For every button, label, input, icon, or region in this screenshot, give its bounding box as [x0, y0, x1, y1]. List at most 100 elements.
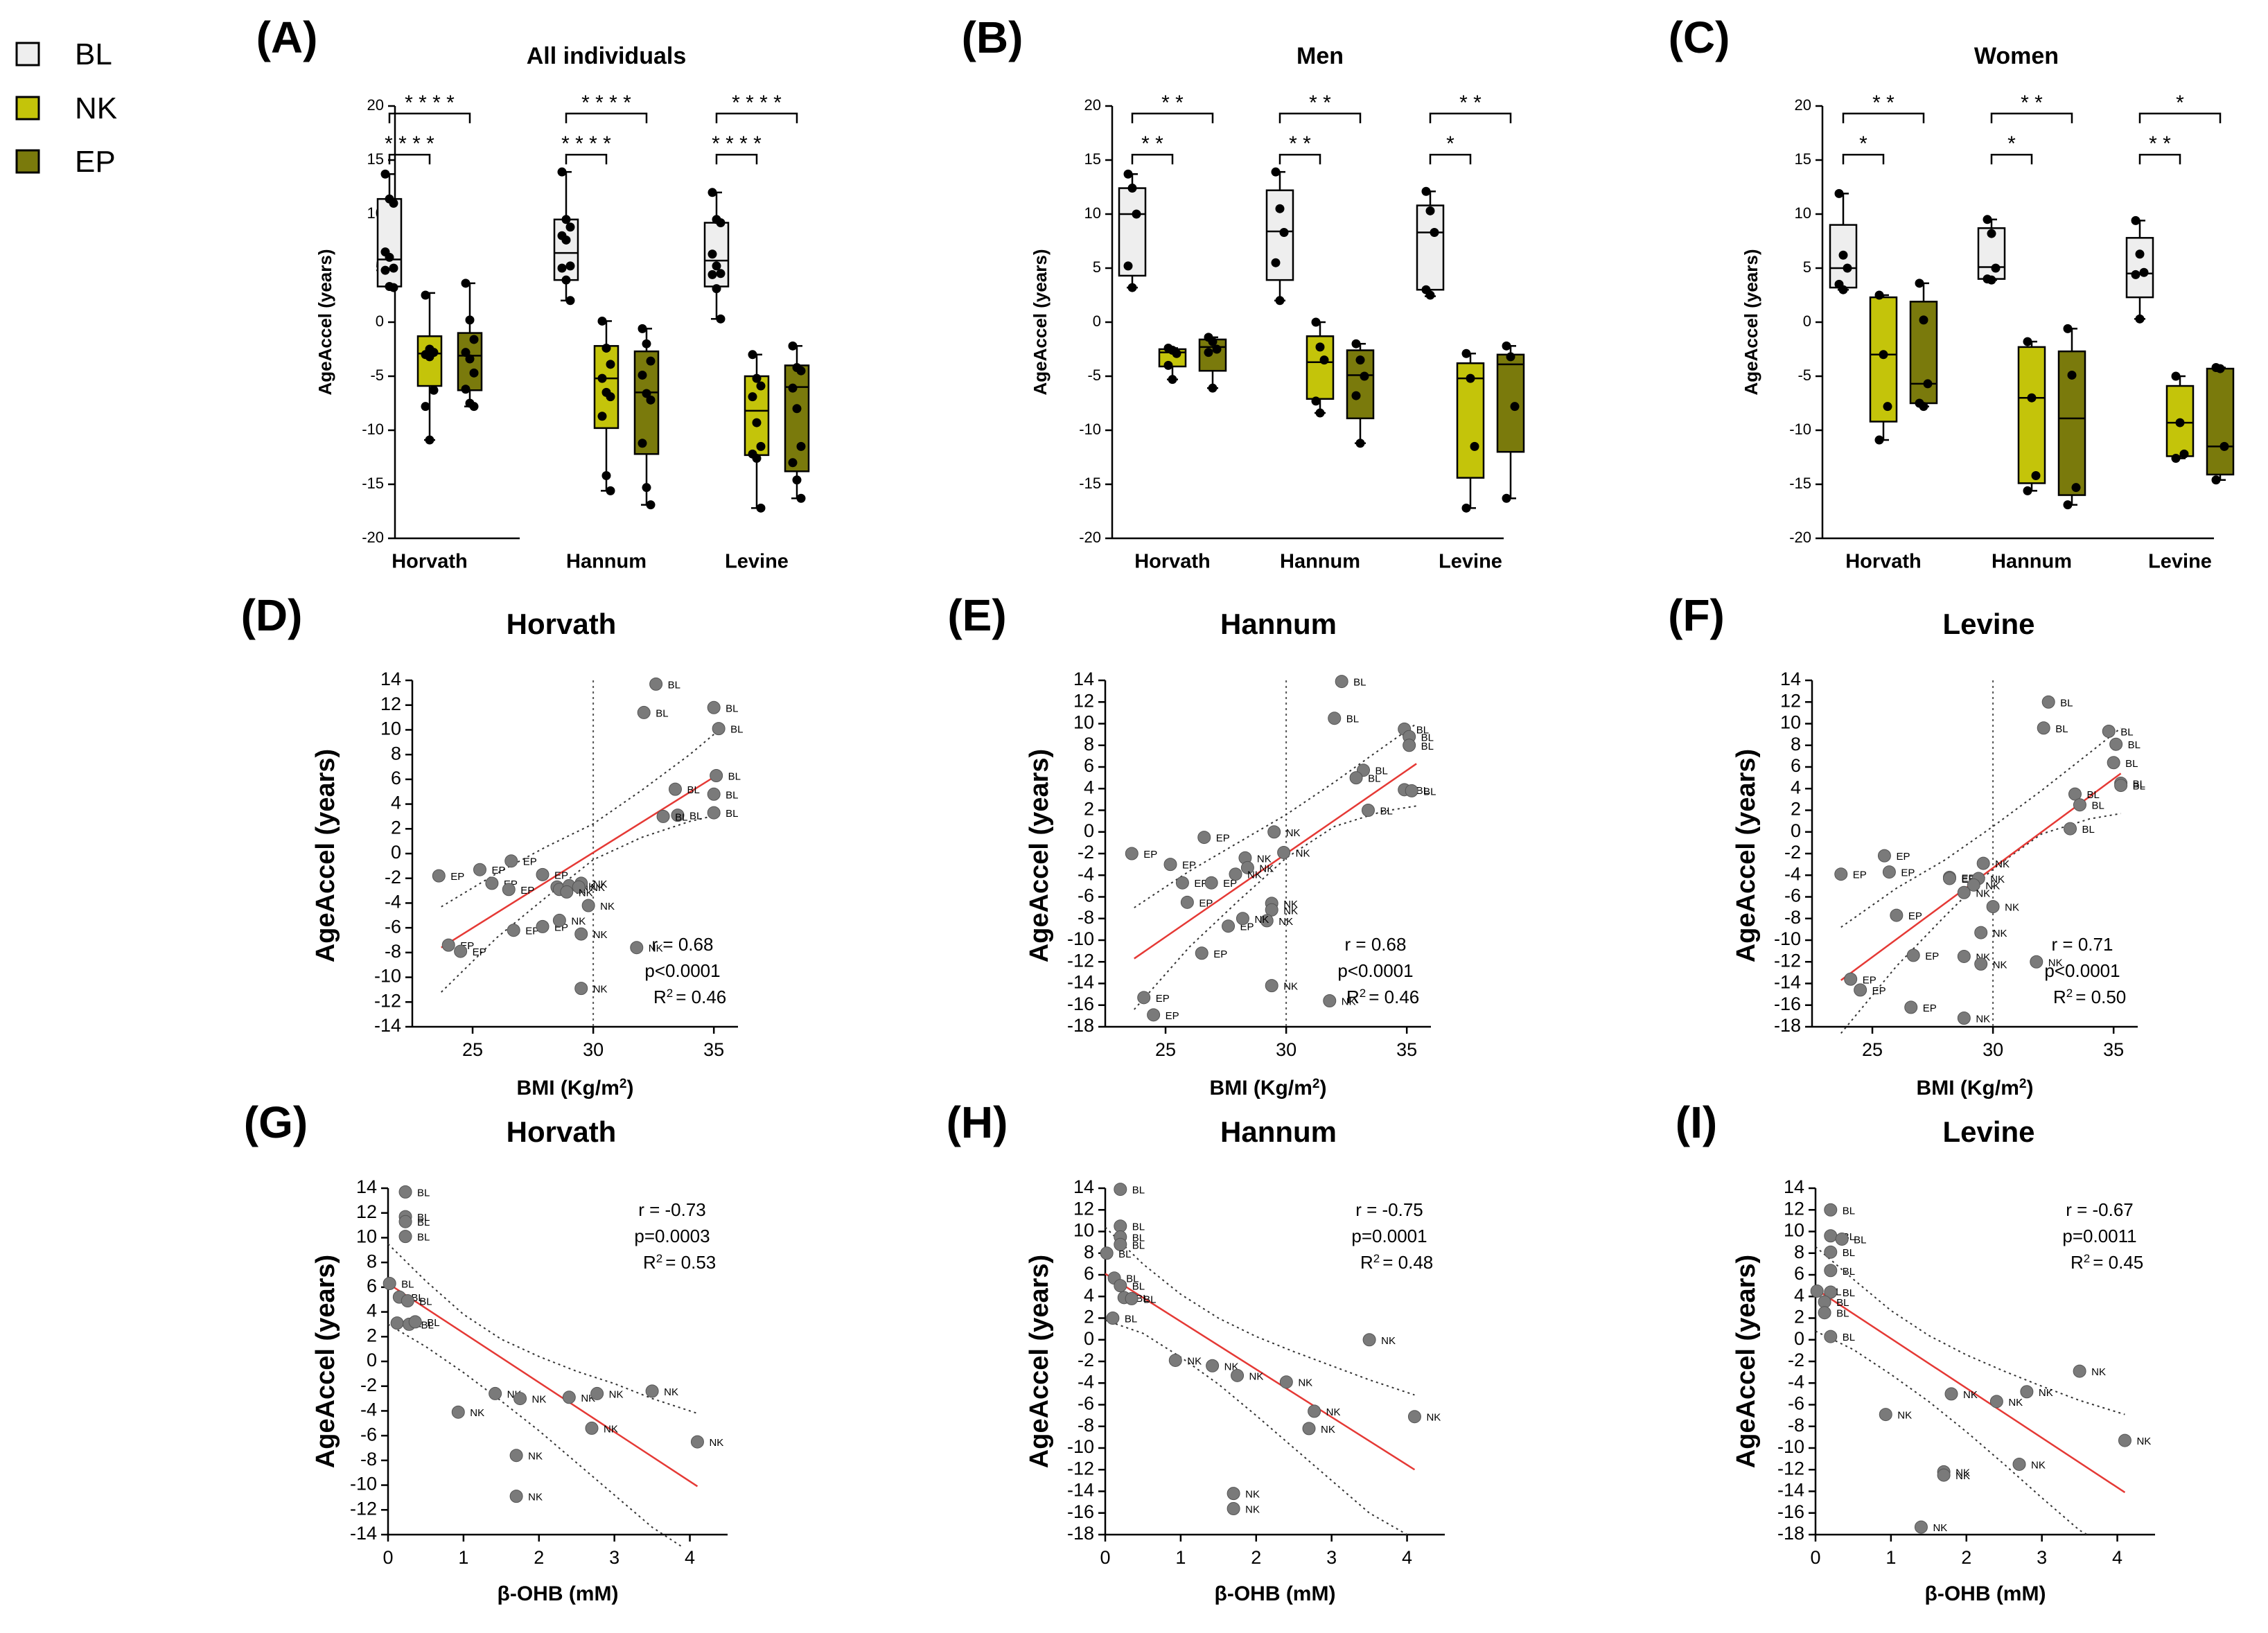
data-point: [389, 283, 398, 292]
scatter-point: [507, 924, 520, 937]
scatter-point: [2102, 724, 2116, 738]
scatter-point: [408, 1315, 422, 1329]
scatter-point: [451, 1405, 465, 1419]
scatter-point: [1125, 847, 1139, 860]
y-tick-label: 0: [367, 1350, 377, 1370]
point-label: BL: [1353, 677, 1366, 689]
y-axis-label: AgeAccel (years): [1025, 1255, 1054, 1468]
scatter-point: [1204, 876, 1218, 890]
data-point: [565, 222, 575, 232]
data-point: [1425, 206, 1435, 215]
data-point: [565, 296, 575, 306]
y-tick-label: -6: [1788, 1393, 1804, 1414]
data-point: [1168, 375, 1177, 385]
x-tick-label: 0: [1810, 1547, 1820, 1568]
y-tick-label: 8: [367, 1251, 377, 1271]
panel-i: (I) Levine AgeAccel (years) -18-16-14-12-10…: [1676, 1097, 2155, 1605]
y-tick-label: -14: [1777, 1480, 1804, 1501]
y-tick-label: 12: [1073, 1198, 1094, 1219]
box-body: [1416, 204, 1445, 291]
point-label: NK: [1995, 858, 2010, 870]
data-point: [752, 373, 762, 383]
y-tick-label: -14: [1774, 972, 1801, 993]
point-ep: EP: [1175, 876, 1208, 890]
significance-label: *: [2007, 132, 2016, 155]
panel-label: (H): [947, 1097, 1008, 1147]
scatter-point: [1844, 972, 1858, 986]
x-axis-label: BMI (Kg/m2): [1917, 1077, 2034, 1100]
point-label: NK: [571, 915, 586, 927]
point-label: BL: [1416, 785, 1429, 797]
point-nk: NK: [509, 1490, 543, 1503]
significance-label: * *: [1459, 91, 1482, 114]
point-nk: NK: [1231, 1368, 1263, 1382]
significance-bracket: [1278, 112, 1362, 123]
panel-label: (A): [256, 12, 318, 62]
y-tick-label: 4: [367, 1300, 377, 1321]
point-label: BL: [421, 1319, 433, 1331]
y-tick-label: 10: [1073, 712, 1094, 733]
point-nk: NK: [1308, 1404, 1340, 1418]
point-label: NK: [470, 1407, 484, 1419]
point-ep: EP: [1854, 983, 1886, 997]
scatter-point: [574, 982, 588, 996]
x-tick-label: 3: [609, 1547, 619, 1568]
point-label: BL: [687, 784, 699, 796]
data-point: [646, 500, 656, 510]
point-label: NK: [609, 1388, 624, 1400]
data-point: [601, 471, 611, 481]
box-ep-levine: [1496, 341, 1525, 503]
x-tick-label: 0: [383, 1547, 393, 1568]
data-point: [716, 269, 726, 279]
point-label: NK: [1933, 1522, 1947, 1534]
stat-r2: R2 = 0.53: [643, 1252, 716, 1273]
point-label: BL: [1423, 786, 1436, 797]
box-bl-hannum: [1265, 167, 1294, 306]
data-point: [1123, 169, 1133, 179]
point-label: NK: [2039, 1387, 2053, 1399]
point-nk: NK: [1362, 1333, 1396, 1347]
box-ep-levine: [2206, 363, 2235, 485]
x-tick-label: 35: [2103, 1039, 2124, 1060]
box-nk-levine: [744, 350, 770, 513]
point-label: NK: [1985, 880, 2000, 892]
scatter-point: [630, 941, 644, 955]
data-point: [788, 341, 798, 351]
significance-bracket: [1990, 112, 2073, 123]
scatter-point: [671, 809, 685, 822]
scatter-point: [1227, 1502, 1240, 1515]
legend-swatch-bl: [15, 42, 40, 67]
y-tick-label: 0: [1084, 1328, 1094, 1349]
point-label: BL: [1375, 766, 1388, 777]
box-nk-horvath: [1158, 343, 1187, 385]
data-point: [638, 324, 647, 333]
point-label: NK: [2008, 1397, 2023, 1409]
chart-title: All individuals: [527, 43, 686, 69]
point-nk: NK: [1879, 1408, 1912, 1422]
point-nk: NK: [690, 1435, 723, 1449]
point-nk: NK: [1976, 856, 2010, 870]
point-label: EP: [1872, 985, 1886, 997]
x-tick-label: 25: [462, 1039, 483, 1060]
point-label: NK: [579, 887, 593, 899]
x-tick-label: 2: [1251, 1547, 1261, 1568]
point-bl: BL: [1114, 1237, 1145, 1251]
box-bl-levine: [703, 188, 730, 324]
scatter-point: [1114, 1237, 1127, 1251]
point-label: EP: [520, 885, 534, 897]
point-nk: NK: [552, 913, 586, 927]
data-point: [469, 368, 479, 378]
scatter-point: [1335, 675, 1348, 689]
point-label: NK: [1296, 847, 1310, 859]
y-tick-label: -4: [360, 1400, 377, 1420]
y-tick-label: 0: [1791, 820, 1801, 841]
scatter-point: [1824, 1330, 1838, 1343]
y-tick-label: 2: [1794, 1307, 1804, 1327]
y-tick-label: -12: [374, 990, 401, 1011]
point-nk: NK: [560, 885, 593, 899]
stat-r2: R2 = 0.46: [653, 987, 726, 1008]
point-label: BL: [2128, 739, 2140, 751]
data-point: [469, 335, 479, 344]
scatter-point: [2037, 721, 2050, 735]
data-point: [2171, 371, 2181, 381]
